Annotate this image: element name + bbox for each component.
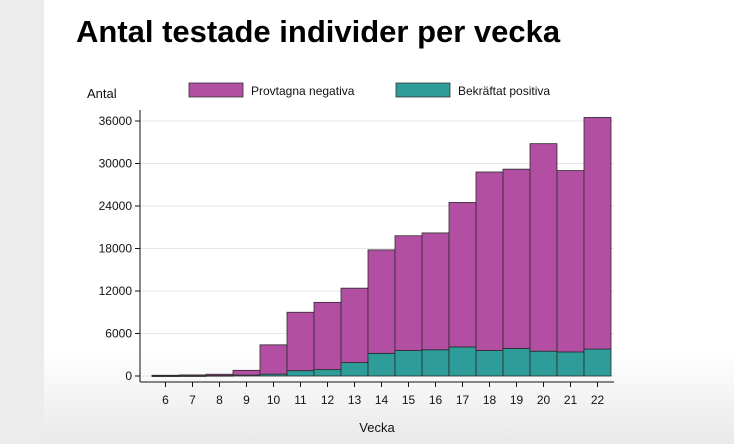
bar-segment-positiva-week-19 xyxy=(502,347,531,377)
legend-swatch-negativa xyxy=(188,82,244,98)
x-tick-label: 9 xyxy=(243,393,250,407)
legend-swatch-positiva xyxy=(395,82,451,98)
y-ticks: 0 6000 12000 18000 24000 30000 36000 xyxy=(99,114,140,383)
x-tick-label: 19 xyxy=(510,393,524,407)
bar-segment-negativa-week-10 xyxy=(259,344,288,375)
bar-segment-negativa-week-8 xyxy=(205,373,234,376)
legend-label-positiva: Bekräftat positiva xyxy=(458,84,550,98)
x-tick-label: 10 xyxy=(267,393,281,407)
bar-segment-positiva-week-17 xyxy=(448,346,477,377)
bars xyxy=(151,117,612,377)
y-tick-label: 30000 xyxy=(99,157,133,171)
y-axis-title: Antal xyxy=(87,86,117,101)
x-tick-label: 14 xyxy=(375,393,389,407)
x-tick-label: 11 xyxy=(294,393,307,407)
x-tick-label: 8 xyxy=(216,393,223,407)
bar-segment-positiva-week-13 xyxy=(340,362,369,377)
x-tick-label: 21 xyxy=(564,393,578,407)
bar-segment-negativa-week-11 xyxy=(286,311,315,372)
bar-segment-positiva-week-22 xyxy=(583,348,612,377)
bar-segment-negativa-week-18 xyxy=(475,171,504,351)
legend-label-negativa: Provtagna negativa xyxy=(251,84,355,98)
x-tick-label: 16 xyxy=(429,393,443,407)
bar-segment-positiva-week-14 xyxy=(367,352,396,377)
x-tick-label: 15 xyxy=(402,393,416,407)
bar-segment-negativa-week-19 xyxy=(502,168,531,349)
bar-segment-negativa-week-20 xyxy=(529,143,558,352)
bar-segment-negativa-week-12 xyxy=(313,301,342,371)
bar-segment-negativa-week-6 xyxy=(151,374,180,377)
bar-segment-positiva-week-16 xyxy=(421,349,450,377)
bar-segment-negativa-week-22 xyxy=(583,117,612,350)
slide: Antal testade individer per vecka 0 6000 1… xyxy=(44,0,734,444)
bar-segment-negativa-week-9 xyxy=(232,369,261,376)
bar-segment-positiva-week-20 xyxy=(529,350,558,377)
y-tick-label: 36000 xyxy=(99,114,133,128)
x-tick-label: 12 xyxy=(321,393,335,407)
bar-segment-positiva-week-15 xyxy=(394,350,423,377)
y-tick-label: 6000 xyxy=(105,327,132,341)
y-tick-label: 18000 xyxy=(99,242,133,256)
x-ticks: 6 7 8 9 10 11 12 13 14 15 16 17 18 19 20 21 22 xyxy=(162,382,604,407)
x-tick-label: 22 xyxy=(591,393,605,407)
x-tick-label: 18 xyxy=(483,393,497,407)
x-tick-label: 6 xyxy=(162,393,169,407)
bar-segment-negativa-week-21 xyxy=(556,170,585,353)
bar-segment-negativa-week-7 xyxy=(178,374,207,377)
x-tick-label: 13 xyxy=(348,393,362,407)
bar-segment-positiva-week-12 xyxy=(313,369,342,377)
slide-title: Antal testade individer per vecka xyxy=(76,14,561,49)
legend: Provtagna negativa Bekräftat positiva xyxy=(188,82,550,98)
x-tick-label: 17 xyxy=(456,393,470,407)
bar-segment-negativa-week-14 xyxy=(367,249,396,354)
y-tick-label: 0 xyxy=(125,369,132,383)
bar-segment-negativa-week-15 xyxy=(394,235,423,351)
bar-segment-negativa-week-16 xyxy=(421,232,450,351)
x-tick-label: 7 xyxy=(189,393,196,407)
bar-segment-positiva-week-11 xyxy=(286,370,315,377)
bar-segment-negativa-week-13 xyxy=(340,287,369,363)
x-tick-label: 20 xyxy=(537,393,551,407)
bar-segment-positiva-week-21 xyxy=(556,351,585,377)
bar-segment-negativa-week-17 xyxy=(448,202,477,348)
y-tick-label: 12000 xyxy=(99,284,133,298)
bar-segment-positiva-week-18 xyxy=(475,350,504,377)
stacked-bar-chart: 0 6000 12000 18000 24000 30000 36000 6 7 8 9 10 11 1… xyxy=(87,82,614,435)
y-tick-label: 24000 xyxy=(99,199,133,213)
x-axis-title: Vecka xyxy=(359,420,395,435)
